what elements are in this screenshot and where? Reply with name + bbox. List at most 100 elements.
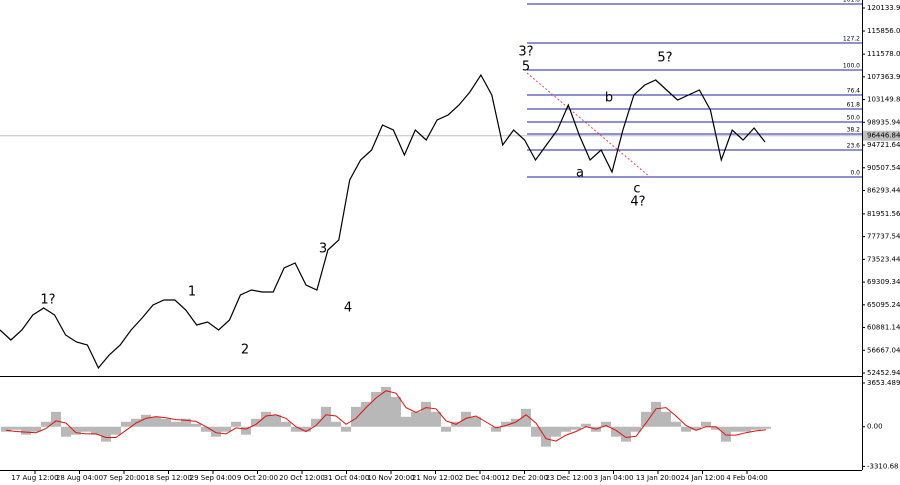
histogram-bar [631, 426, 641, 432]
histogram-bar [171, 421, 181, 427]
histogram-bar [611, 426, 621, 437]
y-tick-label: 52452.94 [867, 369, 900, 377]
histogram-bar [211, 426, 221, 437]
y-tick-label: 98935.94 [867, 118, 900, 126]
x-tick-label: 31 Oct 04:00 [324, 474, 370, 482]
y-tick-label: 90507.54 [867, 164, 900, 172]
histogram-bar [201, 426, 211, 432]
histogram-bar [101, 426, 111, 442]
x-tick-label: 9 Oct 20:00 [237, 474, 278, 482]
histogram-bar [401, 416, 411, 427]
histogram-bar [51, 411, 61, 427]
histogram-bar [721, 426, 731, 442]
y-tick-label: 107363.94 [867, 73, 900, 81]
histogram-bar [491, 426, 501, 432]
wave-label: 1 [188, 285, 196, 300]
wave-label: 4? [630, 195, 645, 210]
histogram-bar [371, 391, 381, 427]
histogram-bar [91, 426, 101, 435]
histogram-bar [391, 396, 401, 427]
histogram-bar [661, 411, 671, 427]
histogram-bar [221, 426, 231, 432]
wave-label: c [633, 182, 640, 197]
histogram-bar [111, 426, 121, 435]
histogram-bar [461, 411, 471, 427]
y-tick-label: 115856.04 [867, 27, 900, 35]
x-tick-label: 13 Jan 20:00 [636, 474, 680, 482]
histogram-bar [501, 421, 511, 427]
histogram-bar [151, 416, 161, 427]
histogram-bar [311, 418, 321, 427]
y-tick-label: 69309.34 [867, 278, 900, 286]
current-price-box [863, 130, 900, 141]
histogram-bar [191, 423, 201, 427]
histogram-bar [691, 426, 701, 430]
wave-label: 2 [241, 343, 249, 358]
y-tick-label: 120133.94 [867, 4, 900, 12]
histogram-bar [321, 406, 331, 427]
wave-label: 1? [40, 293, 55, 308]
histogram-bar [181, 418, 191, 427]
histogram-bar [551, 426, 561, 437]
y-tick-label: 94721.64 [867, 141, 900, 149]
x-tick-label: 18 Sep 12:00 [145, 474, 192, 482]
histogram-bar [231, 421, 241, 427]
histogram-bar [431, 411, 441, 427]
histogram-bar [571, 426, 581, 430]
histogram-bar [681, 426, 691, 432]
histogram-bar [141, 414, 151, 427]
fib-label: 61.8 [847, 101, 861, 108]
histogram-bar [351, 406, 361, 427]
y-tick-label: 81951.56 [867, 210, 900, 218]
x-tick-label: 3 Jan 04:00 [594, 474, 634, 482]
x-tick-label: 12 Dec 20:00 [501, 474, 548, 482]
histogram-bar [61, 426, 71, 437]
histogram-bar [751, 426, 761, 430]
x-tick-label: 2 Dec 04:00 [459, 474, 502, 482]
histogram-bar [121, 421, 131, 427]
histogram-bar [341, 426, 351, 432]
price-line [0, 73, 766, 369]
fib-label: 0.0 [850, 169, 860, 176]
histogram-bar [641, 411, 651, 427]
histogram-bar [71, 426, 81, 435]
signal-line [5, 390, 767, 442]
histogram-bar [671, 421, 681, 427]
histogram-bar [381, 386, 391, 427]
wave-label: 3 [319, 242, 327, 257]
histogram-bar [421, 401, 431, 427]
histogram-bar [581, 423, 591, 427]
histogram-bar [81, 426, 91, 432]
histogram-bar [271, 414, 281, 427]
current-price-label: 96446.84 [867, 132, 900, 140]
histogram-bar [301, 426, 311, 432]
wave-label: 5 [522, 60, 530, 75]
fib-label: 38.2 [847, 126, 861, 133]
histogram-bar [411, 411, 421, 427]
histogram-bar [761, 426, 771, 429]
histogram-bar [161, 418, 171, 427]
histogram-bar [471, 416, 481, 427]
fib-label: 161.8 [843, 0, 860, 3]
histogram-bar [511, 418, 521, 427]
fib-label: 100.0 [843, 62, 860, 69]
wave-label: b [605, 91, 613, 106]
x-tick-label: 10 Nov 20:00 [367, 474, 414, 482]
histogram-bar [521, 408, 531, 427]
histogram-bar [711, 426, 721, 430]
histogram-bar [541, 426, 551, 447]
x-tick-label: 20 Oct 12:00 [279, 474, 325, 482]
histogram-bar [291, 426, 301, 432]
x-tick-label: 24 Jan 12:00 [680, 474, 724, 482]
x-tick-label: 21 Nov 12:00 [412, 474, 459, 482]
histogram-bar [731, 426, 741, 432]
x-tick-label: 23 Dec 12:00 [545, 474, 592, 482]
histogram-bar [651, 401, 661, 427]
y-tick-label: 0.00 [867, 423, 883, 431]
histogram-bar [331, 421, 341, 427]
histogram-bar [441, 426, 451, 432]
histogram-bar [21, 426, 31, 435]
histogram-bar [561, 426, 571, 432]
x-tick-label: 28 Aug 04:00 [56, 474, 103, 482]
